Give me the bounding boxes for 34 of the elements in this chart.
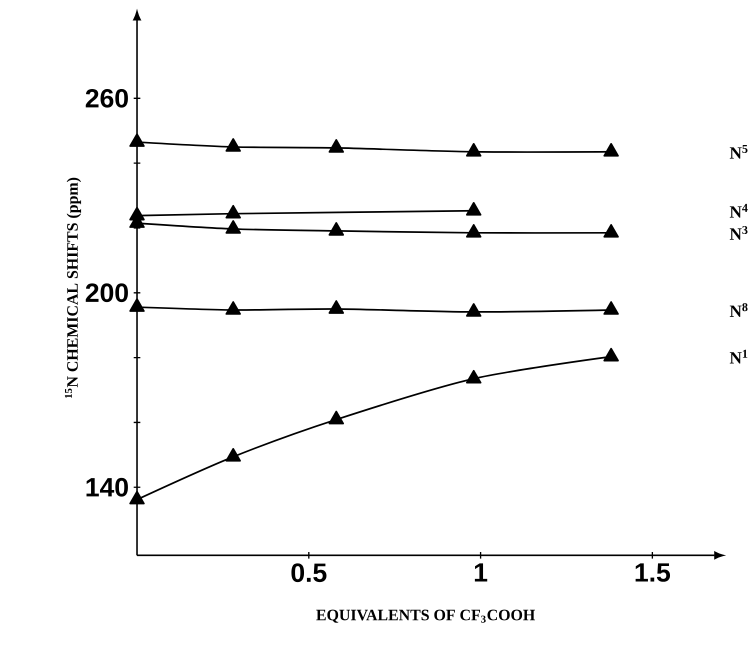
text: N$^{3}$: [730, 226, 748, 240]
y-tick-label: 200: [86, 283, 128, 302]
point: [225, 138, 241, 152]
point: [225, 220, 241, 234]
x-axis-title: EQUIVALENTS OF CF$_{3}$COOH: [316, 610, 535, 623]
point: [466, 142, 482, 156]
point: [129, 133, 145, 147]
y-axis-title: $^{15}$N CHEMICAL SHIFTS (ppm): [64, 178, 82, 398]
point: [225, 300, 241, 315]
point: [129, 298, 145, 312]
point: [603, 348, 619, 362]
point: [466, 202, 482, 216]
point: [225, 204, 241, 218]
point: [603, 300, 619, 315]
point: [129, 490, 145, 504]
text: N$^{4}$: [730, 204, 748, 218]
point: [466, 224, 482, 238]
point: [603, 142, 619, 156]
text: N$^{5}$: [730, 144, 748, 158]
point: [328, 410, 344, 424]
x-tick-label: 0.5: [291, 563, 326, 582]
point: [328, 222, 344, 236]
y-tick-label: 140: [86, 478, 128, 496]
point: [466, 370, 482, 384]
point: [328, 138, 344, 153]
point: [603, 224, 619, 238]
text: N$^{8}$: [730, 302, 748, 317]
y-tick-label: 260: [86, 88, 128, 108]
x-tick-label: 1: [474, 563, 488, 582]
point: [225, 448, 241, 462]
point: [328, 300, 344, 314]
x-tick-label: 1.5: [636, 563, 670, 582]
point: [466, 302, 482, 317]
text: N$^{1}$: [730, 350, 748, 364]
